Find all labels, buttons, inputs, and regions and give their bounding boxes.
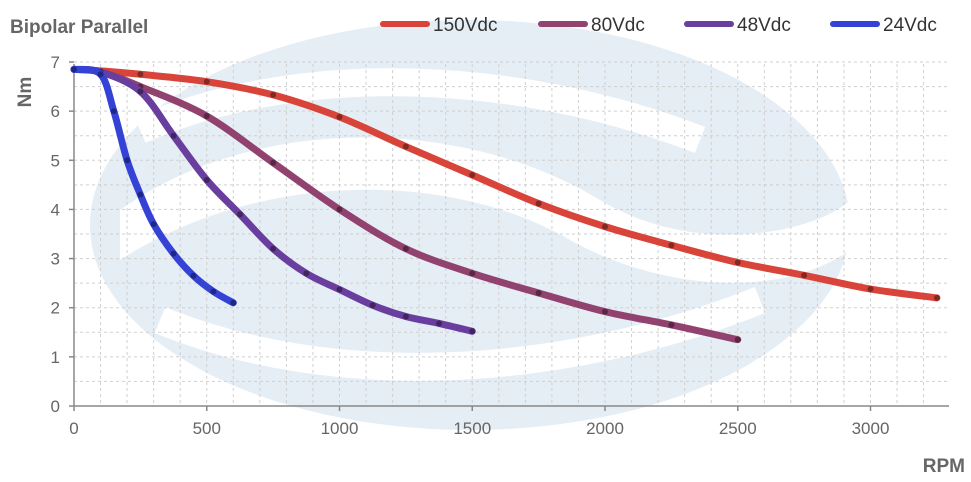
x-tick-label: 2000: [586, 419, 624, 438]
x-tick-label: 3000: [852, 419, 890, 438]
data-point: [71, 66, 77, 73]
y-tick-label: 7: [51, 53, 60, 72]
data-point: [124, 157, 131, 164]
y-ticks: 0 1 2 3 4 5 6 7: [51, 53, 74, 416]
data-point: [236, 211, 243, 218]
data-point: [402, 313, 409, 320]
data-point: [203, 78, 210, 85]
data-point: [734, 259, 741, 266]
data-point: [270, 91, 277, 98]
y-tick-label: 4: [51, 200, 60, 219]
data-point: [270, 159, 277, 166]
y-tick-label: 0: [51, 397, 60, 416]
legend-label: 150Vdc: [433, 15, 497, 36]
legend-label: 24Vdc: [883, 15, 937, 36]
data-point: [170, 250, 177, 257]
data-point: [137, 191, 144, 198]
y-tick-label: 3: [51, 250, 60, 269]
series-line-24vdc: [70, 65, 237, 307]
data-point: [137, 88, 144, 95]
data-point: [336, 114, 343, 121]
legend-label: 48Vdc: [737, 15, 791, 36]
x-tick-label: 0: [69, 419, 78, 438]
x-tick-label: 500: [193, 419, 221, 438]
data-point: [933, 294, 940, 301]
data-point: [150, 221, 157, 228]
y-axis-title: Nm: [15, 77, 36, 108]
series-layer: [70, 65, 941, 344]
chart-title: Bipolar Parallel: [10, 17, 148, 38]
data-point: [203, 113, 210, 120]
data-point: [668, 242, 675, 249]
data-point: [190, 272, 197, 279]
x-tick-label: 1000: [321, 419, 359, 438]
data-point: [270, 245, 277, 252]
data-point: [469, 270, 476, 277]
data-point: [230, 299, 237, 306]
data-point: [436, 320, 443, 327]
data-point: [210, 288, 217, 295]
data-point: [668, 321, 675, 328]
data-point: [402, 143, 409, 150]
y-tick-label: 1: [51, 348, 60, 367]
x-axis-title: RPM: [923, 456, 965, 477]
data-point: [867, 286, 874, 293]
data-point: [734, 336, 741, 343]
data-point: [535, 200, 542, 207]
data-point: [203, 176, 210, 183]
data-point: [402, 245, 409, 252]
data-point: [137, 71, 144, 78]
data-point: [97, 71, 104, 78]
y-tick-label: 5: [51, 151, 60, 170]
data-point: [469, 172, 476, 179]
data-point: [602, 308, 608, 315]
legend: 150Vdc 80Vdc 48Vdc 24Vdc: [380, 15, 937, 36]
y-tick-label: 2: [51, 299, 60, 318]
data-point: [170, 132, 177, 139]
data-point: [336, 206, 343, 213]
data-point: [535, 289, 542, 296]
legend-label: 80Vdc: [591, 15, 645, 36]
data-point: [336, 286, 343, 293]
axes: [73, 64, 949, 407]
x-ticks: 0 500 1000 1500 2000 2500 3000: [69, 406, 889, 438]
x-tick-label: 1500: [453, 419, 491, 438]
data-point: [110, 108, 117, 115]
data-point: [369, 302, 376, 309]
y-tick-label: 6: [51, 102, 60, 121]
x-tick-label: 2500: [719, 419, 757, 438]
data-point: [602, 223, 608, 230]
data-point: [469, 328, 476, 335]
data-point: [303, 270, 310, 277]
data-point: [801, 272, 808, 279]
grid: [74, 61, 949, 406]
